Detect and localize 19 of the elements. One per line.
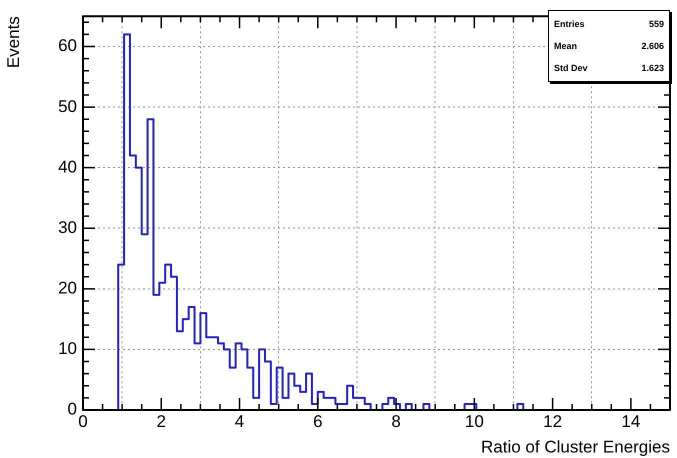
x-tick-label: 6 (313, 412, 323, 431)
x-axis-title: Ratio of Cluster Energies (481, 437, 670, 456)
y-tick-label: 10 (58, 339, 77, 358)
x-tick-label: 4 (234, 412, 244, 431)
y-tick-label: 0 (68, 400, 77, 419)
x-tick-label: 10 (464, 412, 484, 431)
x-tick-label: 12 (543, 412, 562, 431)
y-tick-label: 40 (58, 157, 77, 176)
y-tick-label: 60 (58, 36, 77, 56)
text: Entries 559 (554, 19, 664, 29)
text: Mean 2.606 (554, 41, 664, 51)
x-tick-label: 14 (621, 412, 640, 431)
text: Std Dev 1.623 (554, 63, 664, 73)
y-tick-label: 20 (58, 278, 77, 298)
y-tick-label: 30 (58, 218, 77, 237)
x-tick-label: 8 (391, 412, 401, 431)
y-axis-title: Events (4, 16, 23, 68)
y-tick-label: 50 (58, 96, 77, 116)
x-tick-label: 2 (156, 412, 166, 431)
